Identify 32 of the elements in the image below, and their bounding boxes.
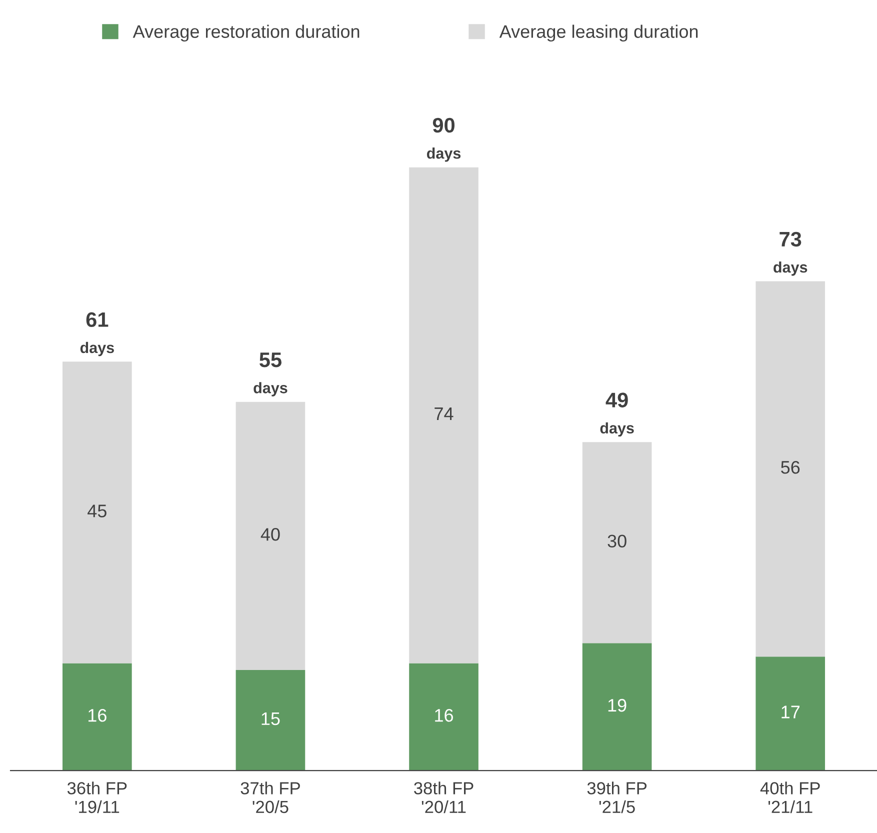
bar [756, 656, 826, 771]
data-label: 17 [782, 706, 800, 718]
data-label: 19 [608, 698, 626, 712]
bar [62, 362, 132, 664]
total-label: 61 days [80, 312, 114, 356]
data-label: 15 [262, 712, 280, 726]
data-label: 56 [781, 460, 800, 474]
data-label: 74 [434, 408, 454, 420]
bar [582, 643, 652, 771]
data-label: 40 [260, 528, 280, 541]
bar [236, 402, 306, 670]
x-tick-label: 37th FP '20/5 [240, 782, 300, 814]
legend-label: Average restoration duration [132, 24, 360, 42]
x-tick-label: 39th FP '21/5 [587, 782, 647, 814]
data-label: 45 [88, 504, 106, 518]
x-tick-label: 36th FP '19/11 [67, 782, 127, 814]
bar [582, 442, 652, 644]
x-tick-label: 40th FP '21/11 [760, 782, 820, 814]
data-label: 16 [88, 708, 106, 722]
bar [756, 281, 826, 657]
data-label: 16 [435, 708, 454, 722]
total-label: 73 days [774, 232, 808, 276]
bar [62, 663, 132, 771]
total-label: 55 days [254, 352, 288, 396]
legend-label: Average leasing duration [499, 24, 698, 42]
bar [409, 167, 478, 664]
bar [236, 670, 306, 771]
x-tick-label: 38th FP '20/11 [414, 782, 474, 814]
total-label: 90 days [426, 118, 461, 162]
bar [409, 663, 478, 771]
data-label: 30 [608, 534, 626, 548]
total-label: 49 days [600, 392, 634, 437]
